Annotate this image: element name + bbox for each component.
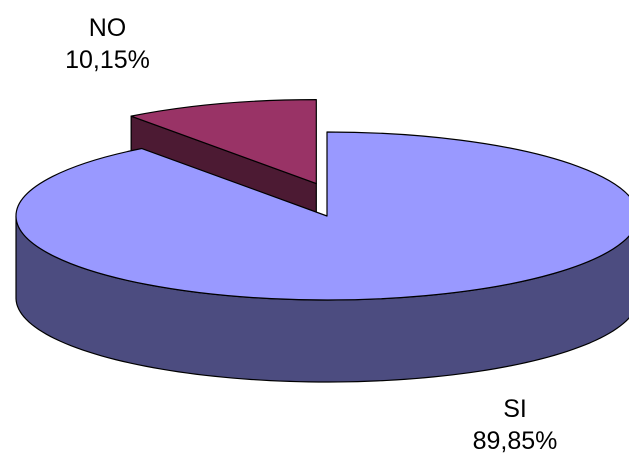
slice-label-si: SI 89,85% — [440, 393, 590, 457]
slice-label-no: NO 10,15% — [40, 12, 175, 76]
slice-label-no-value: 10,15% — [65, 46, 150, 74]
slice-label-no-name: NO — [88, 14, 127, 42]
slice-label-si-name: SI — [503, 395, 527, 423]
slice-top-no — [130, 99, 317, 185]
slice-tops-layer — [15, 99, 629, 301]
slice-label-si-value: 89,85% — [472, 427, 558, 455]
slice-top-si — [15, 131, 629, 301]
